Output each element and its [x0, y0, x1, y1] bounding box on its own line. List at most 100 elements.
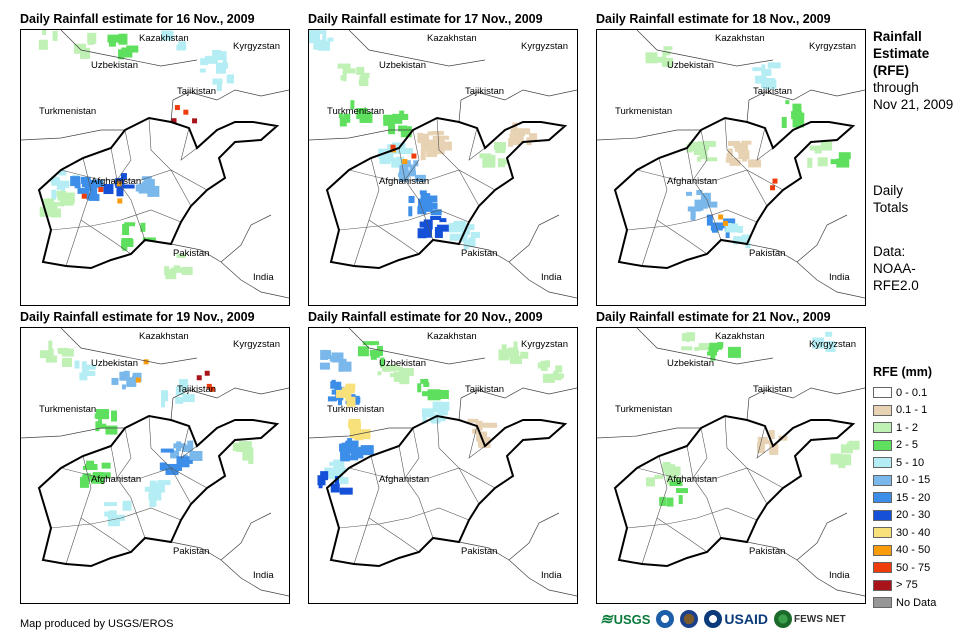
country-border [170, 243, 289, 299]
rainfall-cell [142, 237, 156, 242]
rainfall-cell [350, 100, 355, 110]
legend-item: 40 - 50 [873, 542, 930, 559]
rainfall-cell [320, 349, 329, 360]
province-boundary [65, 157, 92, 267]
rainfall-cell [82, 474, 92, 479]
rainfall-cell [175, 386, 185, 396]
rainfall-cell [705, 201, 718, 208]
rainfall-cell [430, 415, 442, 422]
place-label-turkmenistan: Turkmenistan [327, 106, 385, 117]
rainfall-cell [697, 141, 710, 151]
rainfall-cell [508, 350, 520, 358]
place-label-afghanistan: Afghanistan [379, 474, 430, 485]
legend-label: 20 - 30 [896, 509, 931, 521]
panel-title-2: Daily Rainfall estimate for 17 Nov., 200… [308, 12, 543, 26]
rainfall-cell [419, 221, 431, 228]
rainfall-cell [814, 145, 822, 154]
rainfall-cell [181, 444, 193, 452]
rainfall-cell [727, 346, 741, 358]
province-boundary [404, 427, 420, 479]
country-border [458, 387, 577, 421]
rainfall-cell [171, 118, 177, 124]
rainfall-cell [183, 109, 189, 115]
place-label-kazakhstan: Kazakhstan [139, 331, 189, 342]
side-daily: Daily Totals [873, 182, 908, 216]
rainfall-cell [420, 149, 426, 161]
rainfall-cell [141, 182, 147, 193]
rainfall-cell [830, 453, 842, 465]
rainfall-cell [318, 478, 323, 489]
rainfall-cell [432, 401, 442, 413]
place-label-uzbekistan: Uzbekistan [667, 358, 714, 369]
place-label-kyrgyzstan: Kyrgyzstan [809, 339, 856, 350]
province-boundary [148, 117, 192, 207]
rainfall-cell [127, 377, 132, 384]
side-data-2: NOAA- [873, 261, 916, 276]
legend-swatch [873, 439, 892, 451]
rainfall-cell [204, 370, 210, 376]
country-border [458, 243, 577, 299]
rainfall-cell [96, 423, 107, 429]
rainfall-cell [414, 174, 426, 182]
rainfall-cell [337, 467, 347, 473]
rainfall-cell [792, 103, 802, 115]
rainfall-cell [90, 179, 104, 188]
rainfall-cell [52, 30, 58, 41]
rainfall-cell [192, 118, 198, 124]
province-boundary [116, 427, 132, 479]
province-boundary [692, 129, 708, 181]
rainfall-cell [654, 474, 664, 479]
rainfall-cell [666, 474, 679, 485]
rainfall-cell [349, 428, 360, 439]
rainfall-cell [175, 396, 184, 404]
rainfall-cell [781, 116, 787, 128]
legend-swatch [873, 387, 892, 398]
rainfall-cell [369, 349, 382, 356]
rainfall-cell [336, 389, 350, 398]
rainfall-cell [355, 447, 364, 459]
country-border [597, 129, 701, 141]
rainfall-cell [417, 228, 427, 239]
rainfall-cell [398, 125, 408, 132]
province-boundary [626, 507, 758, 529]
rainfall-cell [668, 466, 681, 476]
place-label-pakistan: Pakistan [749, 546, 786, 557]
place-label-pakistan: Pakistan [173, 248, 210, 259]
rainfall-cell [344, 441, 354, 452]
rainfall-cell [151, 483, 165, 493]
place-label-uzbekistan: Uzbekistan [91, 60, 138, 71]
rainfall-cell [360, 72, 370, 78]
rainfall-cell [61, 187, 66, 194]
afghanistan-border [325, 116, 568, 270]
map-graphic [21, 328, 289, 597]
rainfall-cell [729, 159, 741, 166]
rainfall-cell [124, 222, 136, 227]
province-boundary [60, 467, 208, 489]
rainfall-cell [686, 332, 696, 342]
place-label-tajikistan: Tajikistan [177, 384, 217, 395]
rainfall-cell [122, 500, 132, 511]
rainfall-cell [212, 50, 222, 59]
rainfall-cell [385, 119, 392, 125]
rainfall-cell [836, 158, 850, 168]
legend-swatch [873, 474, 892, 486]
rainfall-cell [175, 445, 181, 452]
rainfall-cell [423, 382, 430, 388]
legend-label: 1 - 2 [896, 421, 919, 434]
rainfall-cell [438, 417, 446, 422]
usaid-seal-icon [704, 610, 723, 628]
rainfall-cell [176, 254, 186, 259]
rainfall-cell [449, 233, 462, 241]
rainfall-cell [176, 456, 190, 468]
legend-item: 50 - 75 [873, 559, 930, 576]
rainfall-cell [711, 224, 718, 233]
province-boundary [65, 455, 92, 565]
country-border [60, 328, 198, 365]
rainfall-cell [427, 195, 438, 203]
rainfall-cell [413, 160, 419, 167]
place-label-kazakhstan: Kazakhstan [139, 33, 189, 44]
rainfall-cell [189, 452, 198, 460]
rainfall-cell [772, 178, 778, 184]
rainfall-cell [334, 386, 342, 393]
rainfall-cell [820, 143, 829, 148]
